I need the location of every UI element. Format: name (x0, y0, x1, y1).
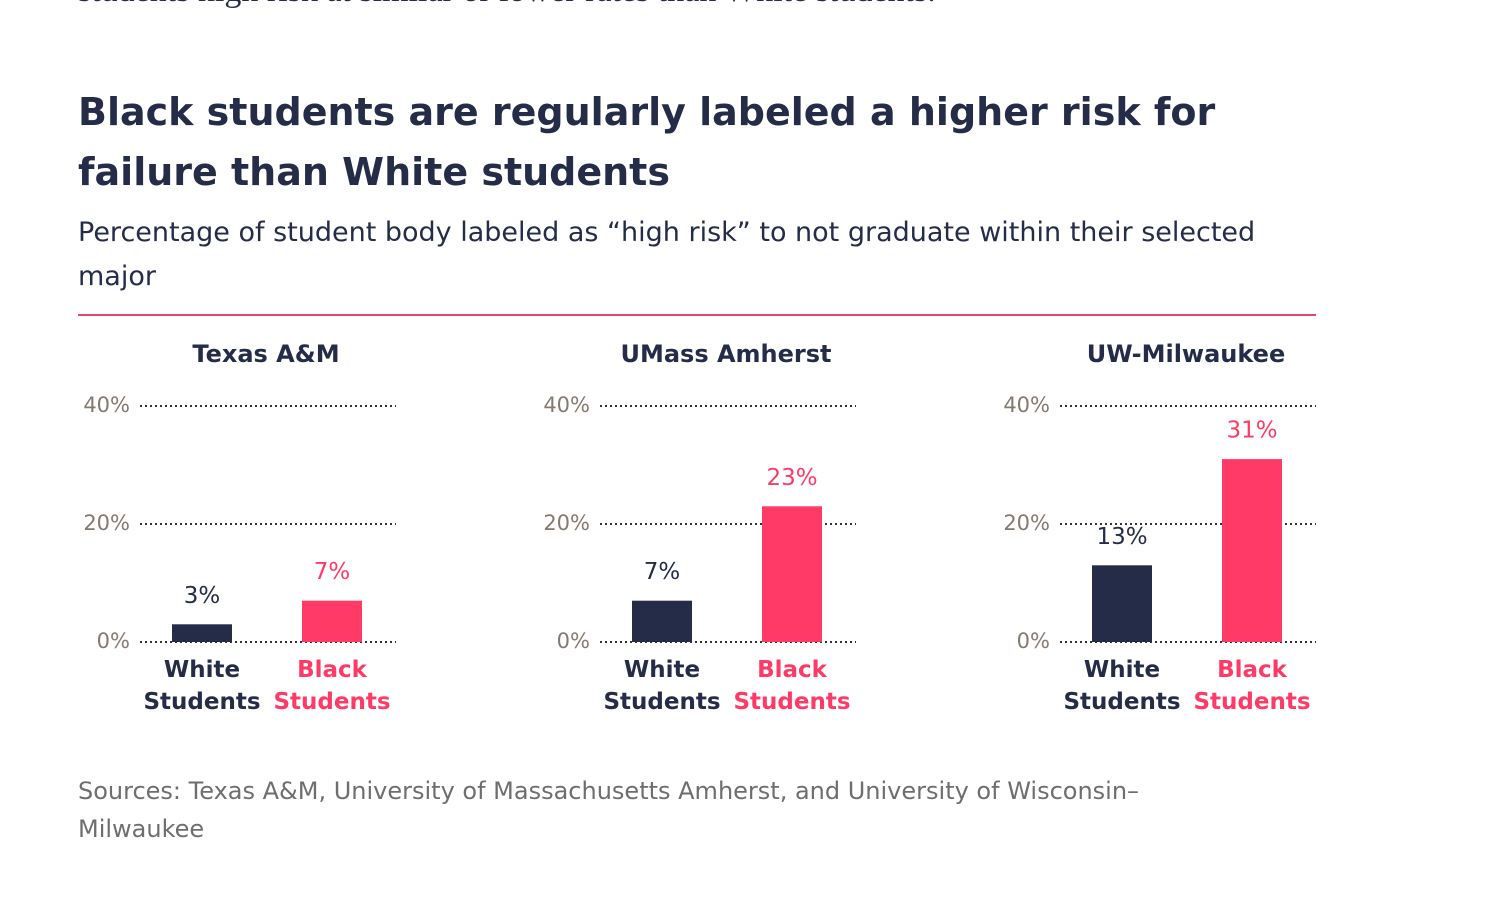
x-tick-label: Black Students (733, 657, 850, 715)
y-tick-label: 20% (543, 511, 590, 535)
x-tick-label: Black Students (273, 657, 390, 715)
value-label: 31% (1226, 418, 1277, 444)
divider (78, 314, 1316, 316)
source-note: Sources: Texas A&M, University of Massac… (78, 777, 1140, 843)
bar (172, 624, 232, 642)
value-label: 7% (314, 559, 351, 585)
panel-title: UMass Amherst (620, 340, 831, 368)
y-tick-label: 40% (1003, 393, 1050, 417)
bar (632, 600, 692, 642)
bar (1092, 565, 1152, 642)
y-tick-label: 0% (557, 629, 590, 653)
value-label: 23% (766, 465, 817, 491)
value-label: 7% (644, 559, 681, 585)
y-tick-label: 20% (1003, 511, 1050, 535)
x-tick-label: Black Students (1193, 657, 1310, 715)
panel-title: Texas A&M (192, 340, 339, 368)
intro-text: students high risk at similar or lower r… (78, 0, 936, 10)
y-tick-label: 0% (97, 629, 130, 653)
bar (1222, 459, 1282, 642)
x-tick-label: White Students (1063, 657, 1180, 715)
y-tick-label: 40% (83, 393, 130, 417)
value-label: 13% (1096, 524, 1147, 550)
chart: Texas A&M 0% 20% 40% 3% White Students 7% Black S… (83, 340, 1316, 715)
y-tick-label: 40% (543, 393, 590, 417)
value-label: 3% (184, 583, 221, 609)
y-tick-label: 20% (83, 511, 130, 535)
x-tick-label: White Students (603, 657, 720, 715)
bar (762, 506, 822, 642)
panel-title: UW-Milwaukee (1087, 340, 1286, 368)
bar (302, 600, 362, 642)
chart-title: Black students are regularly labeled a h… (78, 90, 1216, 194)
x-tick-label: White Students (143, 657, 260, 715)
y-tick-label: 0% (1017, 629, 1050, 653)
chart-subtitle: Percentage of student body labeled as “h… (78, 217, 1256, 292)
